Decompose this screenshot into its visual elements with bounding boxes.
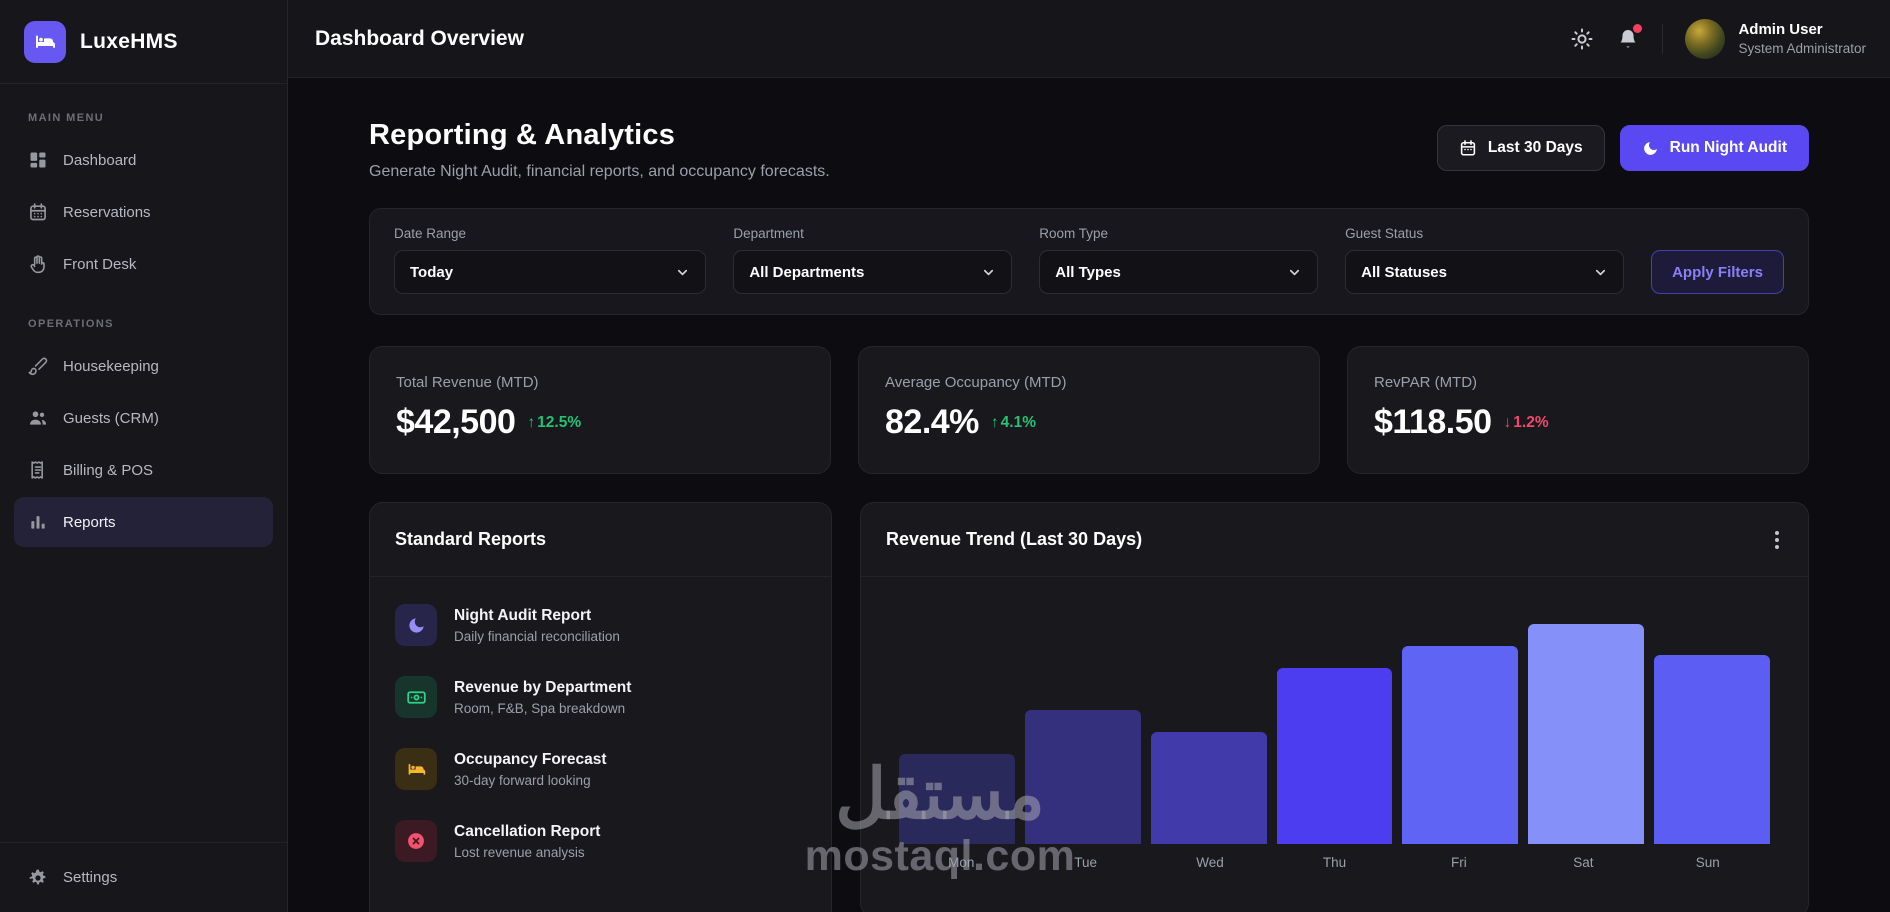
sidebar-item-settings[interactable]: Settings — [0, 842, 287, 912]
header-title: Dashboard Overview — [315, 26, 524, 50]
arrow-up-icon: ↑ — [527, 413, 536, 431]
chart-bar-thu — [1276, 668, 1393, 844]
kpi-value: $42,500 — [396, 403, 516, 441]
chevron-down-icon — [675, 265, 690, 280]
department-select[interactable]: All Departments — [733, 250, 1013, 294]
chevron-down-icon — [1593, 265, 1608, 280]
sidebar-item-billing-pos[interactable]: Billing & POS — [14, 445, 273, 495]
bell-icon — [1616, 27, 1640, 51]
kpi-value: 82.4% — [885, 403, 979, 441]
guest-status-select[interactable]: All Statuses — [1345, 250, 1625, 294]
apply-filters-button[interactable]: Apply Filters — [1651, 250, 1785, 294]
sidebar-item-label: Billing & POS — [63, 461, 154, 479]
x-axis-labels: Mon Tue Wed Thu Fri Sat Sun — [948, 855, 1720, 870]
gear-icon — [28, 868, 48, 888]
header-divider — [1662, 23, 1664, 54]
report-item-revenue-by-department[interactable]: Revenue by Department Room, F&B, Spa bre… — [370, 661, 831, 733]
bed-icon — [395, 748, 437, 790]
chart-bar-wed — [1150, 732, 1267, 844]
user-name: Admin User — [1738, 21, 1823, 38]
kpi-revpar: RevPAR (MTD) $118.50 ↓ 1.2% — [1347, 346, 1809, 474]
arrow-down-icon: ↓ — [1503, 413, 1512, 431]
sidebar-item-dashboard[interactable]: Dashboard — [14, 135, 273, 185]
hand-icon — [28, 254, 48, 274]
sun-icon — [1570, 27, 1594, 51]
page-title: Reporting & Analytics — [369, 119, 676, 151]
calendar-icon — [28, 202, 48, 222]
notification-dot — [1633, 23, 1643, 33]
settings-label: Settings — [63, 869, 118, 886]
bed-logo-icon — [24, 20, 66, 63]
sidebar-item-housekeeping[interactable]: Housekeeping — [14, 341, 273, 391]
users-icon — [28, 408, 48, 428]
chevron-down-icon — [1287, 265, 1302, 280]
chart-bar-sat — [1528, 624, 1645, 844]
chart-bar-mon — [899, 754, 1015, 844]
x-circle-icon — [395, 820, 437, 862]
chart-menu-button[interactable] — [1771, 527, 1783, 553]
arrow-up-icon: ↑ — [990, 413, 999, 431]
filter-label: Department — [733, 226, 804, 241]
app-name: LuxeHMS — [80, 29, 178, 53]
chevron-down-icon — [981, 265, 996, 280]
user-role: System Administrator — [1738, 41, 1866, 56]
chart-bar-sun — [1654, 655, 1770, 844]
standard-reports-card: Standard Reports Night Audit Report Dail… — [369, 502, 832, 912]
app-logo[interactable]: LuxeHMS — [0, 0, 287, 84]
reports-card-title: Standard Reports — [395, 529, 547, 549]
main-content: Reporting & Analytics Generate Night Aud… — [288, 79, 1890, 912]
filter-bar: Date Range Today Department All Departme… — [369, 208, 1809, 315]
top-header: Dashboard Overview Admin User System Adm… — [288, 0, 1890, 78]
sidebar-item-label: Reports — [63, 513, 116, 531]
moon-icon — [1642, 140, 1659, 157]
sidebar-item-label: Reservations — [63, 203, 151, 221]
date-range-button[interactable]: Last 30 Days — [1436, 125, 1605, 171]
sidebar-item-reports[interactable]: Reports — [14, 497, 273, 547]
report-item-night-audit[interactable]: Night Audit Report Daily financial recon… — [370, 589, 831, 661]
kpi-row: Total Revenue (MTD) $42,500 ↑ 12.5% Avera… — [369, 346, 1809, 474]
kpi-delta-up: ↑ 12.5% — [527, 413, 582, 431]
banknote-icon — [395, 676, 437, 718]
dashboard-grid-icon — [28, 150, 48, 170]
date-range-select[interactable]: Today — [394, 250, 707, 294]
kpi-delta-up: ↑ 4.1% — [990, 413, 1036, 431]
kpi-delta-down: ↓ 1.2% — [1503, 413, 1549, 431]
run-night-audit-button[interactable]: Run Night Audit — [1619, 125, 1809, 171]
filter-label: Date Range — [394, 226, 467, 241]
page-subtitle: Generate Night Audit, financial reports,… — [369, 163, 830, 180]
sidebar-item-guests-crm[interactable]: Guests (CRM) — [14, 393, 273, 443]
notifications-button[interactable] — [1616, 23, 1643, 51]
sidebar-item-label: Front Desk — [63, 255, 137, 273]
receipt-icon — [28, 460, 48, 480]
sidebar-item-label: Dashboard — [63, 151, 137, 169]
filter-label: Room Type — [1039, 226, 1109, 241]
filter-label: Guest Status — [1345, 226, 1424, 241]
kpi-total-revenue: Total Revenue (MTD) $42,500 ↑ 12.5% — [369, 346, 831, 474]
chart-bar-tue — [1024, 710, 1141, 844]
chart-bar-fri — [1402, 646, 1519, 844]
sidebar-item-label: Housekeeping — [63, 357, 159, 375]
bar-chart: Mon Tue Wed Thu Fri Sat Sun — [861, 577, 1808, 912]
user-menu[interactable]: Admin User System Administrator — [1685, 18, 1866, 59]
kpi-value: $118.50 — [1374, 403, 1492, 441]
section-label-operations: OPERATIONS — [28, 318, 114, 330]
calendar-icon — [1459, 139, 1477, 157]
moon-icon — [395, 604, 437, 646]
theme-toggle-button[interactable] — [1570, 27, 1594, 51]
report-item-occupancy-forecast[interactable]: Occupancy Forecast 30-day forward lookin… — [370, 733, 831, 805]
chart-title: Revenue Trend (Last 30 Days) — [886, 529, 1143, 549]
brush-icon — [28, 356, 48, 376]
sidebar: LuxeHMS MAIN MENU Dashboard Reservations… — [0, 0, 288, 912]
revenue-trend-card: Revenue Trend (Last 30 Days) Mon Tue Wed — [860, 502, 1809, 912]
room-type-select[interactable]: All Types — [1039, 250, 1319, 294]
kpi-average-occupancy: Average Occupancy (MTD) 82.4% ↑ 4.1% — [858, 346, 1320, 474]
avatar — [1685, 18, 1726, 59]
bar-chart-icon — [28, 512, 48, 532]
sidebar-item-label: Guests (CRM) — [63, 409, 159, 427]
section-label-main-menu: MAIN MENU — [28, 112, 105, 124]
report-item-cancellation[interactable]: Cancellation Report Lost revenue analysi… — [370, 805, 831, 877]
sidebar-item-front-desk[interactable]: Front Desk — [14, 239, 273, 289]
sidebar-item-reservations[interactable]: Reservations — [14, 187, 273, 237]
